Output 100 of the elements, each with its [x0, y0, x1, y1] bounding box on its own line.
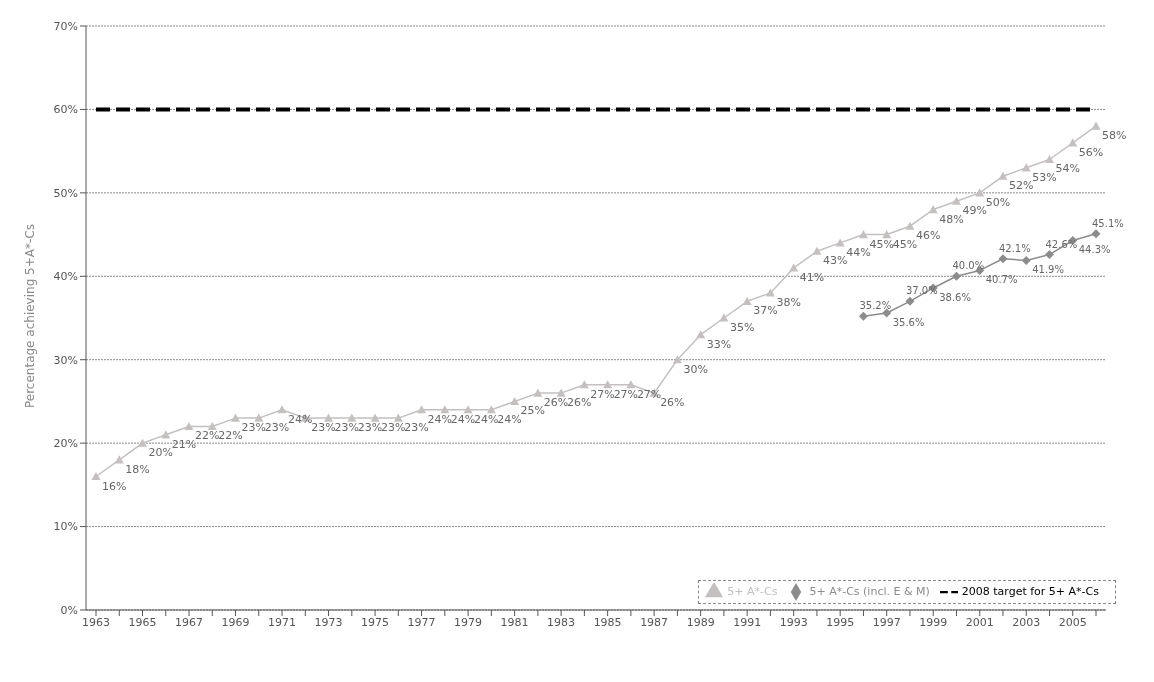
x-tick-label: 1995	[826, 615, 855, 629]
x-tick-label: 1989	[686, 615, 715, 629]
data-label: 44%	[846, 245, 871, 259]
data-label: 24%	[474, 412, 499, 426]
point	[231, 413, 241, 422]
x-tick-label: 1965	[128, 615, 157, 629]
x-tick-label: 1993	[779, 615, 808, 629]
point	[998, 171, 1008, 180]
x-tick-label: 1973	[314, 615, 343, 629]
data-label: 38.6%	[939, 291, 971, 303]
data-label: 27%	[613, 387, 639, 401]
point	[510, 396, 520, 406]
data-label: 50%	[985, 195, 1011, 209]
x-tick-label: 1983	[547, 615, 576, 629]
point	[1091, 121, 1101, 130]
data-label: 30%	[683, 362, 708, 376]
point	[184, 421, 194, 431]
point	[370, 413, 380, 422]
data-label: 26%	[660, 396, 685, 410]
point	[858, 311, 868, 321]
y-tick-label: 10%	[53, 520, 78, 534]
data-label: 24%	[288, 412, 313, 426]
data-label: 23%	[357, 421, 383, 435]
point	[1068, 138, 1078, 147]
data-label: 27%	[636, 387, 662, 401]
data-label: 48%	[939, 212, 964, 226]
data-label: 35.6%	[892, 316, 925, 328]
point	[556, 388, 566, 397]
y-tick-label: 70%	[53, 19, 78, 33]
x-tick-label: 2005	[1058, 615, 1087, 629]
x-tick-label: 1969	[221, 615, 250, 629]
point	[347, 413, 357, 422]
data-label: 49%	[962, 204, 987, 218]
point	[1021, 163, 1031, 172]
point	[742, 296, 752, 305]
x-tick-label: 1999	[919, 615, 948, 629]
data-label: 18%	[125, 462, 150, 476]
point	[603, 380, 613, 389]
x-tick-label: 1997	[872, 615, 901, 629]
data-label: 20%	[148, 446, 173, 460]
x-tick-label: 1985	[593, 615, 622, 629]
data-label: 45%	[892, 237, 918, 251]
point	[207, 421, 217, 431]
point	[812, 246, 822, 255]
point	[835, 238, 845, 247]
point	[951, 271, 961, 281]
point	[138, 438, 148, 447]
legend-label: 5+ A*-Cs	[727, 585, 778, 598]
point	[789, 263, 799, 272]
data-label: 45.1%	[1092, 217, 1124, 229]
point	[1044, 250, 1054, 260]
point	[254, 413, 264, 422]
point	[928, 205, 938, 214]
x-tick-label: 1971	[268, 615, 297, 629]
y-tick-label: 40%	[53, 270, 78, 284]
point	[882, 308, 892, 318]
point	[719, 313, 729, 322]
data-label: 23%	[241, 421, 266, 435]
point	[905, 221, 915, 230]
data-label: 23%	[381, 421, 406, 435]
point	[463, 405, 473, 414]
data-label: 37%	[753, 304, 778, 318]
data-label: 40.0%	[952, 260, 985, 272]
x-tick-label: 1991	[733, 615, 762, 629]
y-tick-label: 30%	[53, 353, 78, 367]
data-label: 35.2%	[859, 300, 892, 312]
data-label: 24%	[427, 412, 453, 426]
data-label: 58%	[1102, 129, 1127, 143]
data-label: 44.3%	[1078, 244, 1111, 256]
data-label: 16%	[102, 479, 127, 493]
point	[998, 254, 1008, 264]
x-tick-label: 2003	[1012, 615, 1041, 629]
data-label: 21%	[171, 437, 197, 451]
point	[672, 355, 682, 364]
point	[858, 230, 868, 239]
point	[161, 430, 171, 439]
data-label: 22%	[195, 429, 220, 443]
point	[486, 405, 496, 414]
data-label: 26%	[543, 396, 569, 410]
y-tick-label: 50%	[53, 186, 78, 200]
point	[696, 330, 706, 339]
legend-label: 2008 target for 5+ A*-Cs	[961, 585, 1099, 598]
x-tick-label: 1963	[82, 615, 110, 629]
y-axis-title: Percentage achieving 5+A*-Cs	[23, 224, 38, 408]
data-label: 24%	[450, 412, 476, 426]
data-label: 27%	[590, 387, 615, 401]
x-tick-label: 1987	[640, 615, 669, 629]
point	[765, 288, 775, 297]
data-label: 23%	[404, 421, 429, 435]
x-tick-label: 1979	[454, 615, 483, 629]
data-label: 43%	[822, 254, 848, 268]
x-tick-label: 1975	[361, 615, 390, 629]
point	[440, 405, 450, 414]
data-label: 52%	[1008, 179, 1034, 193]
data-label: 40.7%	[985, 274, 1018, 286]
point	[91, 472, 101, 481]
x-tick-label: 2001	[965, 615, 994, 629]
data-label: 42.1%	[998, 242, 1031, 254]
x-tick-label: 1967	[175, 615, 204, 629]
data-label: 23%	[334, 421, 360, 435]
